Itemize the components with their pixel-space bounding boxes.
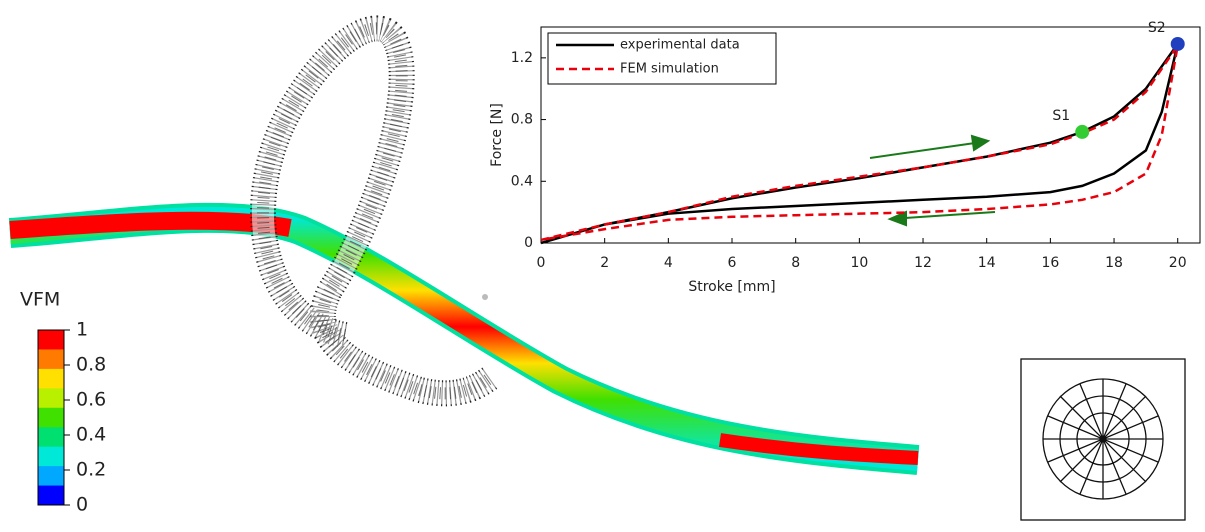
x-tick-label: 2 <box>600 255 609 271</box>
x-tick-label: 4 <box>664 255 673 271</box>
legend-label: FEM simulation <box>620 62 719 77</box>
y-axis-label: Force [N] <box>489 103 505 167</box>
colorbar-swatch <box>38 466 64 487</box>
state-point <box>1170 36 1185 51</box>
series-line <box>540 44 1179 242</box>
x-tick-label: 10 <box>850 255 868 271</box>
x-axis-label: Stroke [mm] <box>688 279 775 295</box>
x-tick-label: 18 <box>1105 255 1123 271</box>
colorbar-swatch <box>38 368 64 389</box>
plot-frame <box>540 26 1201 244</box>
x-tick-label: 12 <box>914 255 932 271</box>
colorbar-tick-label: 1 <box>76 319 88 341</box>
colorbar-tick-label: 0.2 <box>76 459 106 481</box>
colorbar-frame <box>37 329 65 506</box>
colorbar-swatch <box>38 330 64 350</box>
colorbar-swatch <box>38 349 64 370</box>
rod-rendering <box>8 202 920 475</box>
x-tick-label: 0 <box>537 255 546 271</box>
state-point <box>1075 124 1090 139</box>
colorbar-tick-label: 0 <box>76 494 88 516</box>
legend <box>547 32 777 85</box>
x-tick-label: 20 <box>1169 255 1187 271</box>
colorbar-swatch <box>38 407 64 428</box>
y-tick-label: 0.4 <box>511 173 533 189</box>
ring-mesh <box>250 15 498 407</box>
x-tick-label: 8 <box>791 255 800 271</box>
x-tick-label: 14 <box>978 255 996 271</box>
x-tick-label: 16 <box>1041 255 1059 271</box>
legend-label: experimental data <box>620 38 740 53</box>
colorbar-tick-label: 0.6 <box>76 389 106 411</box>
y-tick-label: 1.2 <box>511 50 533 66</box>
x-tick-label: 6 <box>728 255 737 271</box>
arrows <box>869 134 996 227</box>
colorbar-tick-label: 0.8 <box>76 354 106 376</box>
dot <box>482 294 488 300</box>
colorbar: VFM 1 0.8 0.6 0.4 0.2 0 <box>20 289 106 516</box>
y-tick-label: 0.8 <box>511 112 533 128</box>
colorbar-swatch <box>38 388 64 409</box>
colorbar-swatch <box>38 446 64 467</box>
series-line <box>540 43 1179 245</box>
colorbar-title: VFM <box>20 289 60 311</box>
point-label: S2 <box>1148 20 1166 36</box>
colorbar-swatch <box>38 485 64 506</box>
colorbar-tick-label: 0.4 <box>76 424 106 446</box>
point-label: S1 <box>1052 108 1070 124</box>
y-tick-label: 0 <box>524 235 533 251</box>
mesh-inset <box>1020 358 1186 521</box>
colorbar-swatch <box>38 427 64 448</box>
